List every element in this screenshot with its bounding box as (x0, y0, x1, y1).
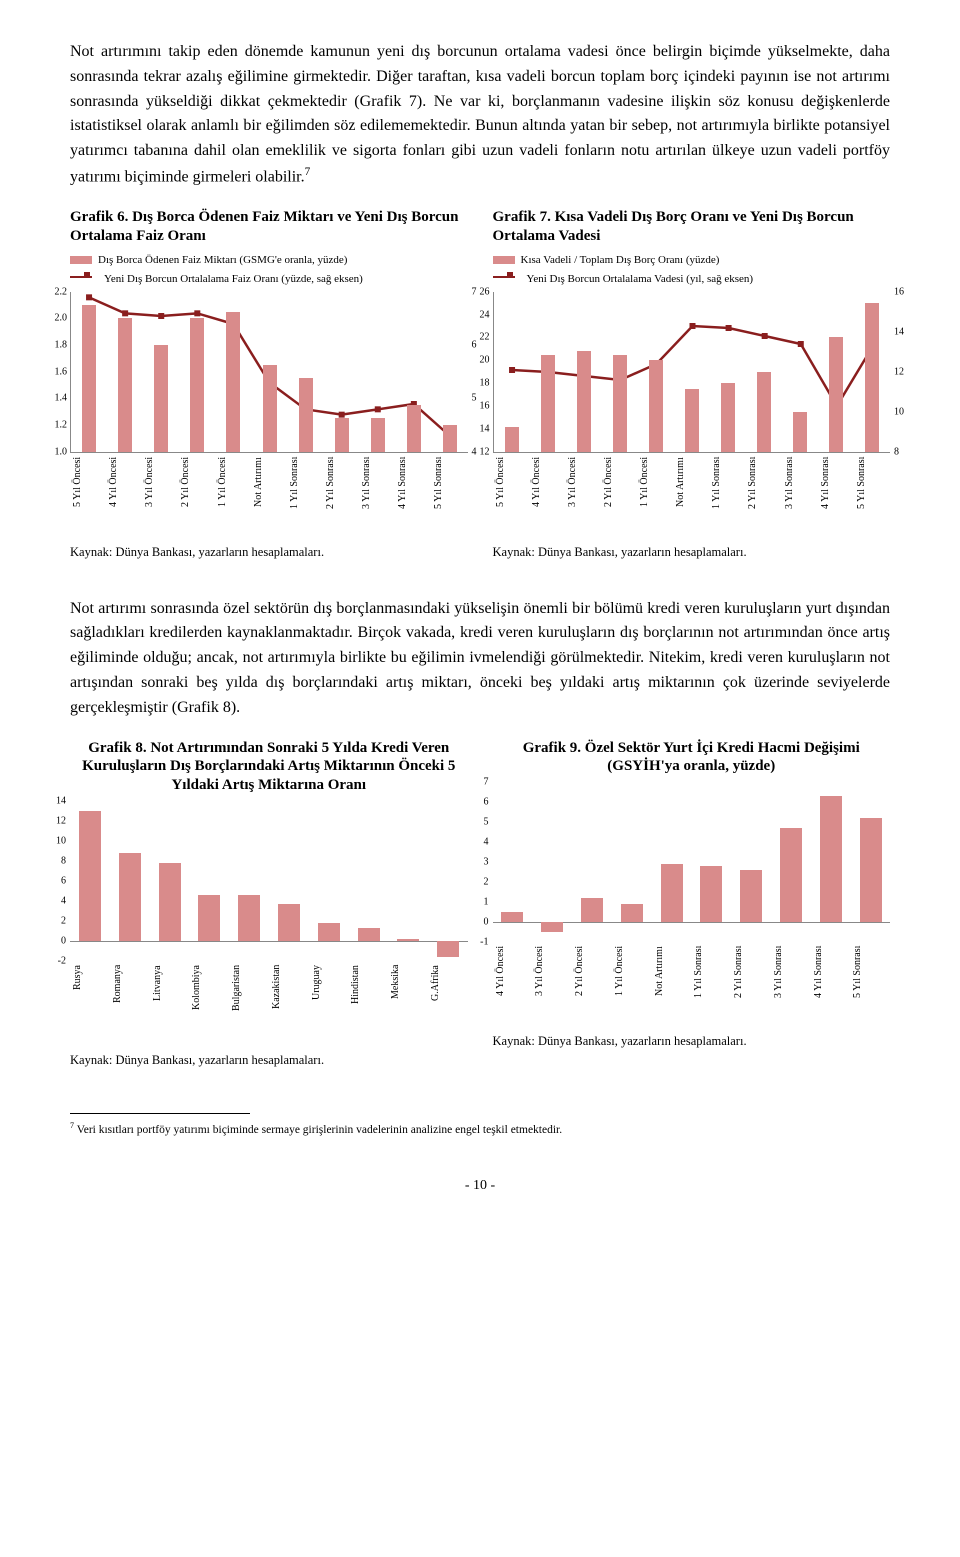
bar-swatch (493, 256, 515, 264)
chart-7-legend: Kısa Vadeli / Toplam Dış Borç Oranı (yüz… (493, 252, 891, 288)
marker-swatch (84, 272, 90, 278)
chart-7-legend-line: Yeni Dış Borcun Ortalalama Vadesi (yıl, … (527, 271, 754, 288)
bar (505, 427, 519, 452)
paragraph-1: Not artırımını takip eden dönemde kamunu… (70, 40, 890, 190)
paragraph-1-text: Not artırımını takip eden dönemde kamunu… (70, 43, 890, 185)
chart-8: Grafik 8. Not Artırımından Sonraki 5 Yıl… (70, 739, 468, 1083)
bar (397, 939, 419, 941)
bar (437, 941, 459, 957)
bar (613, 355, 627, 452)
bar (443, 425, 457, 452)
chart-8-plot: 14121086420-2 (70, 801, 468, 961)
chart-7: Grafik 7. Kısa Vadeli Dış Borç Oranı ve … (493, 208, 891, 574)
bar (541, 355, 555, 452)
bar (299, 378, 313, 451)
bar (190, 318, 204, 451)
chart-7-legend-bar: Kısa Vadeli / Toplam Dış Borç Oranı (yüz… (521, 252, 720, 269)
bar-swatch (70, 256, 92, 264)
page-number: - 10 - (70, 1175, 890, 1197)
bar (581, 898, 603, 922)
chart-8-y-left: 14121086420-2 (44, 801, 66, 961)
chart-7-x-axis: 5 Yıl Öncesi4 Yıl Öncesi3 Yıl Öncesi2 Yı… (493, 457, 891, 535)
chart-8-title: Grafik 8. Not Artırımından Sonraki 5 Yıl… (70, 739, 468, 795)
chart-8-x-axis: RusyaRomanyaLitvanyaKolombiyaBulgaristan… (70, 965, 468, 1043)
bar (318, 923, 340, 941)
bar (820, 796, 842, 922)
chart-6-plot: 2.22.01.81.61.41.21.0 7654 (70, 292, 468, 453)
chart-9-title: Grafik 9. Özel Sektör Yurt İçi Kredi Hac… (493, 739, 891, 777)
bar (649, 360, 663, 451)
bar (226, 312, 240, 452)
bar (82, 305, 96, 452)
charts-row-2: Grafik 8. Not Artırımından Sonraki 5 Yıl… (70, 739, 890, 1083)
bar (278, 904, 300, 941)
chart-6-title: Grafik 6. Dış Borca Ödenen Faiz Miktarı … (70, 208, 468, 246)
chart-6-legend-line: Yeni Dış Borcun Ortalalama Faiz Oranı (y… (104, 271, 363, 288)
footnote-7: 7 Veri kısıtları portföy yatırımı biçimi… (70, 1120, 890, 1140)
chart-9: Grafik 9. Özel Sektör Yurt İçi Kredi Hac… (493, 739, 891, 1083)
chart-9-source: Kaynak: Dünya Bankası, yazarların hesapl… (493, 1032, 891, 1051)
bar (198, 895, 220, 941)
bar (780, 828, 802, 922)
footnote-ref-7: 7 (305, 166, 311, 178)
chart-9-plot: 76543210-1 (493, 782, 891, 942)
chart-6-x-axis: 5 Yıl Öncesi4 Yıl Öncesi3 Yıl Öncesi2 Yı… (70, 457, 468, 535)
charts-row-1: Grafik 6. Dış Borca Ödenen Faiz Miktarı … (70, 208, 890, 574)
bar (119, 853, 141, 941)
bar (154, 345, 168, 452)
chart-8-source: Kaynak: Dünya Bankası, yazarların hesapl… (70, 1051, 468, 1070)
bar (829, 337, 843, 451)
bar (358, 928, 380, 941)
chart-7-source: Kaynak: Dünya Bankası, yazarların hesapl… (493, 543, 891, 562)
chart-6-y-left: 2.22.01.81.61.41.21.0 (45, 292, 67, 452)
bar (721, 383, 735, 452)
chart-7-title: Grafik 7. Kısa Vadeli Dış Borç Oranı ve … (493, 208, 891, 246)
chart-7-y-right: 161412108 (894, 292, 912, 452)
bar (263, 365, 277, 452)
bar (541, 922, 563, 932)
bar (860, 818, 882, 922)
bar (335, 418, 349, 451)
paragraph-2: Not artırımı sonrasında özel sektörün dı… (70, 597, 890, 721)
bar (685, 389, 699, 452)
bar (621, 904, 643, 922)
bar (865, 303, 879, 452)
chart-6: Grafik 6. Dış Borca Ödenen Faiz Miktarı … (70, 208, 468, 574)
bar (793, 412, 807, 452)
bar (501, 912, 523, 922)
chart-9-y-left: 76543210-1 (467, 782, 489, 942)
chart-6-legend: Dış Borca Ödenen Faiz Miktarı (GSMG'e or… (70, 252, 468, 288)
bar (700, 866, 722, 922)
bar (159, 863, 181, 941)
bar (577, 351, 591, 452)
bar (238, 895, 260, 941)
bar (740, 870, 762, 922)
bar (661, 864, 683, 922)
chart-7-plot: 2624222018161412 161412108 (493, 292, 891, 453)
footnote-text: Veri kısıtları portföy yatırımı biçimind… (74, 1124, 562, 1136)
bar (757, 372, 771, 452)
bar (407, 405, 421, 452)
marker-swatch (507, 272, 513, 278)
bar (118, 318, 132, 451)
chart-8-zero-line (70, 941, 468, 942)
chart-9-x-axis: 4 Yıl Öncesi3 Yıl Öncesi2 Yıl Öncesi1 Yı… (493, 946, 891, 1024)
footnote-separator (70, 1113, 250, 1114)
bar (79, 811, 101, 941)
chart-6-source: Kaynak: Dünya Bankası, yazarların hesapl… (70, 543, 468, 562)
bar (371, 418, 385, 451)
chart-7-y-left: 2624222018161412 (468, 292, 490, 452)
chart-6-legend-bar: Dış Borca Ödenen Faiz Miktarı (GSMG'e or… (98, 252, 347, 269)
